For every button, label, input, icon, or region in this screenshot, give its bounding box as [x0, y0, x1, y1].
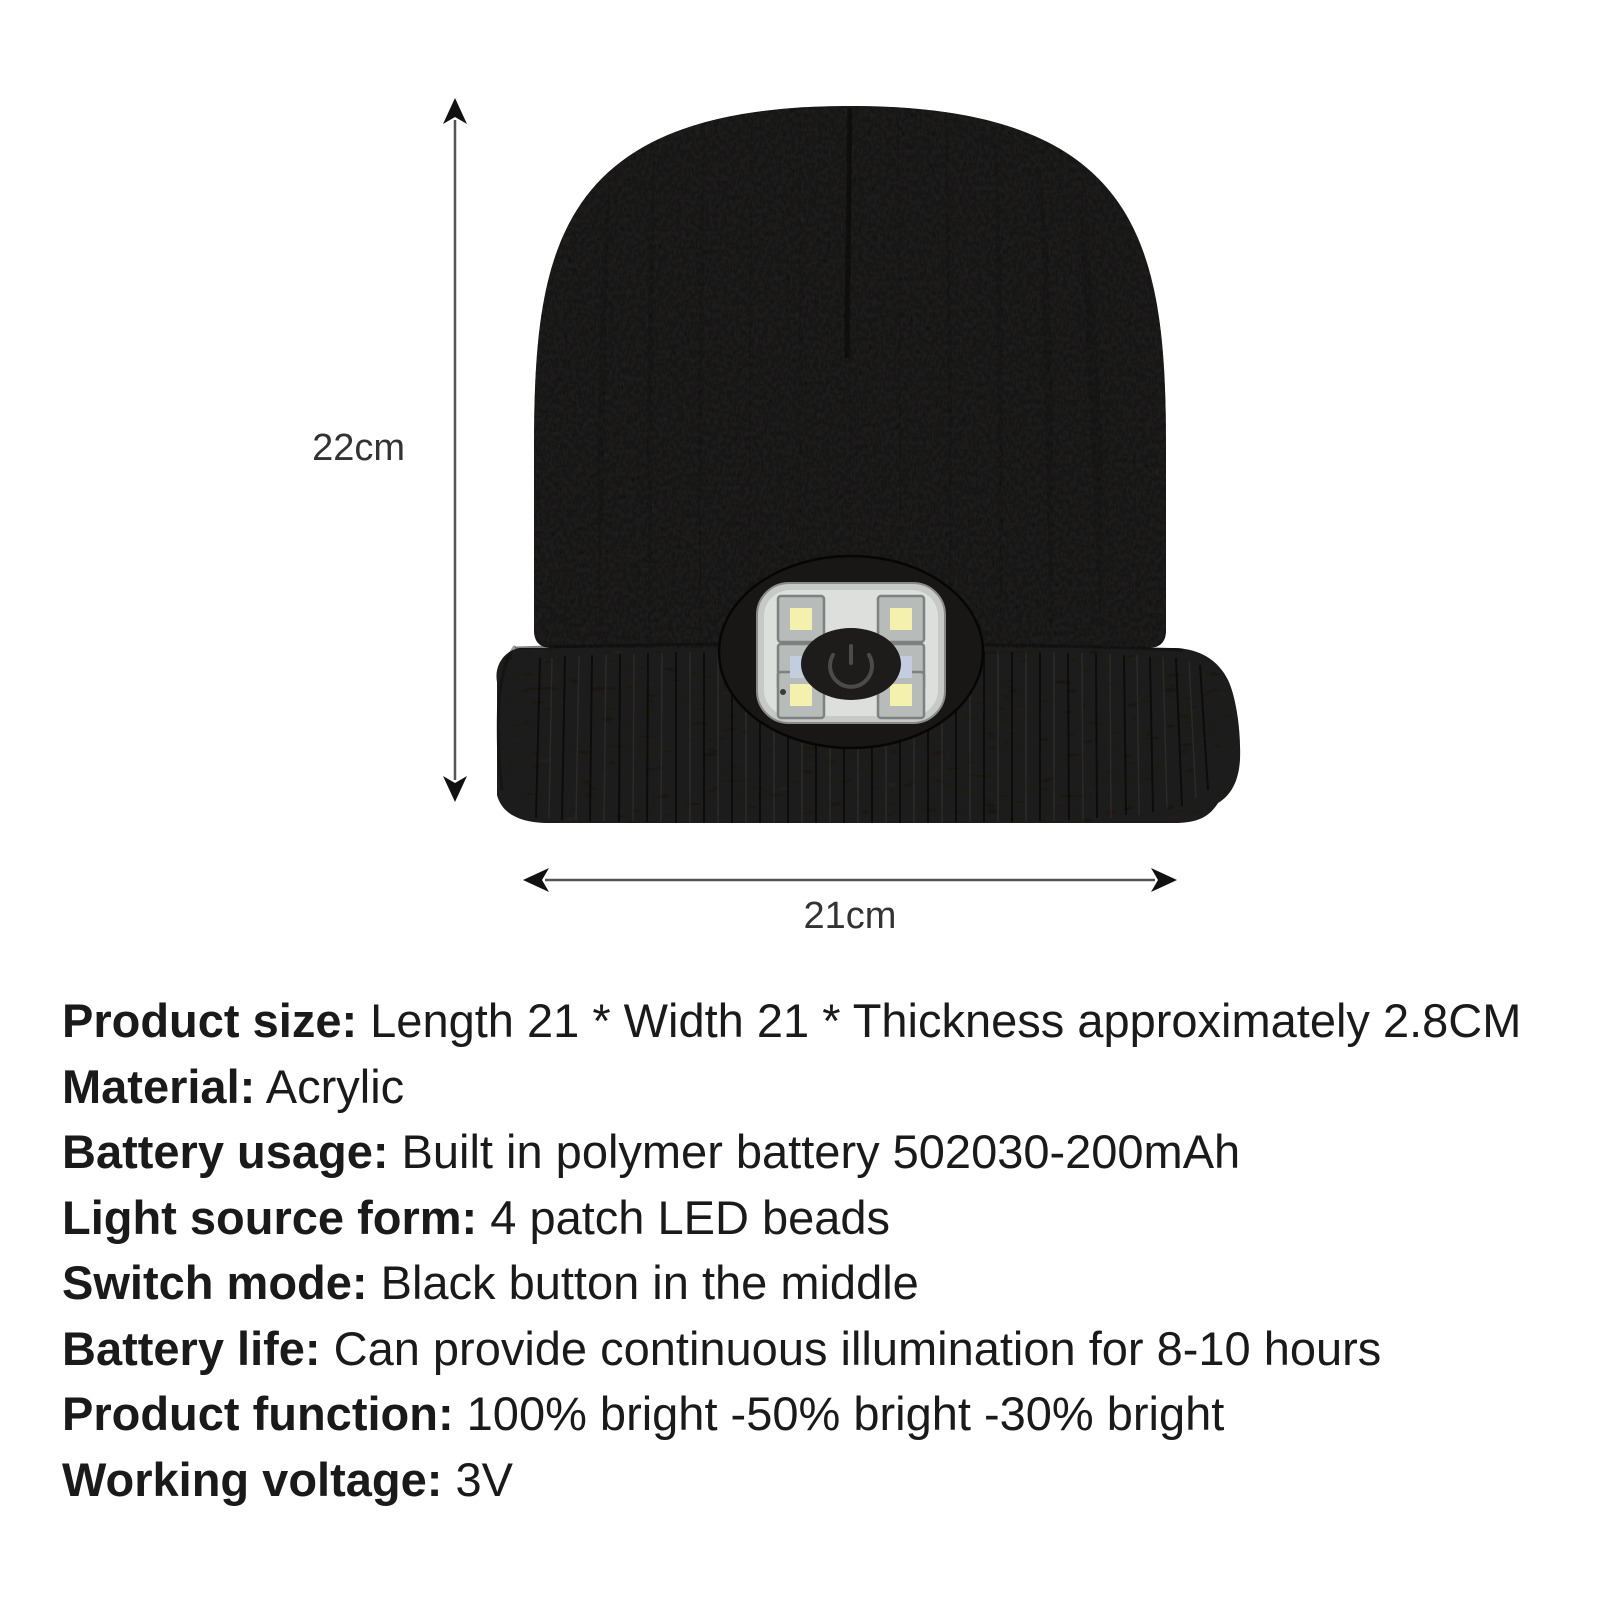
- svg-text:21cm: 21cm: [804, 895, 897, 937]
- svg-text:22cm: 22cm: [312, 427, 405, 469]
